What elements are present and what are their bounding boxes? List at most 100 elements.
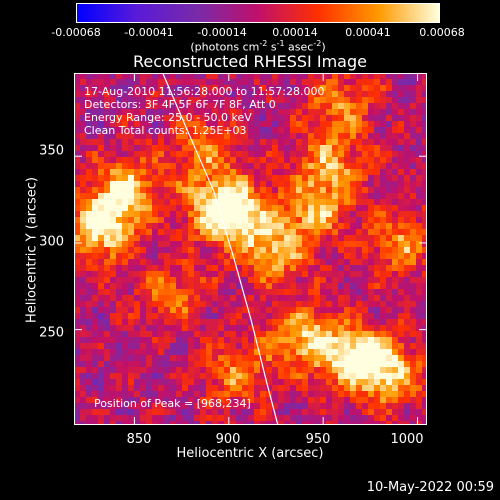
heatmap-cell xyxy=(422,403,427,410)
heatmap-cell xyxy=(176,301,183,308)
heatmap-cell xyxy=(314,385,321,392)
heatmap-cell xyxy=(110,307,117,314)
heatmap-cell xyxy=(362,169,369,176)
heatmap-cell xyxy=(110,313,117,320)
heatmap-cell xyxy=(374,349,381,356)
heatmap-cell xyxy=(92,211,99,218)
heatmap-cell xyxy=(200,409,207,416)
heatmap-cell xyxy=(368,139,375,146)
heatmap-cell xyxy=(248,301,255,308)
heatmap-cell xyxy=(230,241,237,248)
heatmap-cell xyxy=(392,367,399,374)
heatmap-cell xyxy=(380,133,387,140)
heatmap-cell xyxy=(314,295,321,302)
heatmap-cell xyxy=(224,283,231,290)
heatmap-cell xyxy=(170,265,177,272)
heatmap-cell xyxy=(392,379,399,386)
heatmap-cell xyxy=(80,235,87,242)
heatmap-cell xyxy=(254,421,261,425)
heatmap-cell xyxy=(86,103,93,110)
heatmap-cell xyxy=(116,211,123,218)
heatmap-cell xyxy=(284,133,291,140)
heatmap-cell xyxy=(338,103,345,110)
heatmap-cell xyxy=(266,223,273,230)
heatmap-cell xyxy=(332,187,339,194)
heatmap-cell xyxy=(146,403,153,410)
heatmap-cell xyxy=(416,409,423,416)
heatmap-cell xyxy=(398,295,405,302)
heatmap-cell xyxy=(356,259,363,266)
heatmap-cell xyxy=(164,349,171,356)
heatmap-cell xyxy=(206,217,213,224)
heatmap-cell xyxy=(290,283,297,290)
heatmap-cell xyxy=(218,157,225,164)
heatmap-cell xyxy=(404,151,411,158)
heatmap-cell xyxy=(212,421,219,425)
heatmap-cell xyxy=(410,409,417,416)
heatmap-cell xyxy=(104,97,111,104)
heatmap-cell xyxy=(296,355,303,362)
heatmap-cell xyxy=(392,301,399,308)
heatmap-cell xyxy=(170,367,177,374)
heatmap-cell xyxy=(188,97,195,104)
heatmap-cell xyxy=(98,409,105,416)
heatmap-cell xyxy=(182,253,189,260)
heatmap-cell xyxy=(314,319,321,326)
heatmap-cell xyxy=(278,97,285,104)
heatmap-cell xyxy=(194,289,201,296)
heatmap-cell xyxy=(380,79,387,86)
heatmap-cell xyxy=(224,205,231,212)
heatmap-cell xyxy=(386,367,393,374)
heatmap-cell xyxy=(386,331,393,338)
heatmap-cell xyxy=(416,301,423,308)
heatmap-cell xyxy=(398,391,405,398)
heatmap-cell xyxy=(134,175,141,182)
peak-position: Position of Peak = [968,234] xyxy=(94,397,251,410)
heatmap-cell xyxy=(146,181,153,188)
heatmap-cell xyxy=(110,91,117,98)
heatmap-cell xyxy=(266,139,273,146)
heatmap-cell xyxy=(404,139,411,146)
heatmap-cell xyxy=(380,343,387,350)
heatmap-cell xyxy=(182,397,189,404)
heatmap-cell xyxy=(74,121,81,128)
heatmap-cell xyxy=(386,247,393,254)
heatmap-cell xyxy=(86,325,93,332)
heatmap-cell xyxy=(224,127,231,134)
heatmap-cell xyxy=(338,253,345,260)
heatmap-cell xyxy=(218,97,225,104)
heatmap-cell xyxy=(230,313,237,320)
heatmap-cell xyxy=(266,199,273,206)
heatmap-cell xyxy=(308,241,315,248)
heatmap-cell xyxy=(308,295,315,302)
heatmap-cell xyxy=(224,109,231,116)
heatmap-cell xyxy=(284,355,291,362)
heatmap-cell xyxy=(332,193,339,200)
heatmap-cell xyxy=(374,121,381,128)
heatmap-cell xyxy=(350,121,357,128)
heatmap-cell xyxy=(80,343,87,350)
heatmap-cell xyxy=(410,325,417,332)
heatmap-cell xyxy=(182,379,189,386)
heatmap-cell xyxy=(374,163,381,170)
heatmap-cell xyxy=(212,97,219,104)
heatmap-cell xyxy=(368,355,375,362)
heatmap-cell xyxy=(356,73,363,80)
heatmap-cell xyxy=(272,133,279,140)
heatmap-cell xyxy=(302,337,309,344)
heatmap-cell xyxy=(134,127,141,134)
heatmap-cell xyxy=(128,235,135,242)
heatmap-cell xyxy=(326,301,333,308)
heatmap-cell xyxy=(194,373,201,380)
heatmap-cell xyxy=(128,205,135,212)
heatmap-cell xyxy=(140,97,147,104)
heatmap-cell xyxy=(110,247,117,254)
heatmap-cell xyxy=(308,199,315,206)
heatmap-cell xyxy=(386,199,393,206)
heatmap-cell xyxy=(260,409,267,416)
heatmap-cell xyxy=(248,403,255,410)
heatmap-cell xyxy=(290,277,297,284)
heatmap-cell xyxy=(416,247,423,254)
heatmap-cell xyxy=(320,283,327,290)
heatmap-cell xyxy=(212,109,219,116)
